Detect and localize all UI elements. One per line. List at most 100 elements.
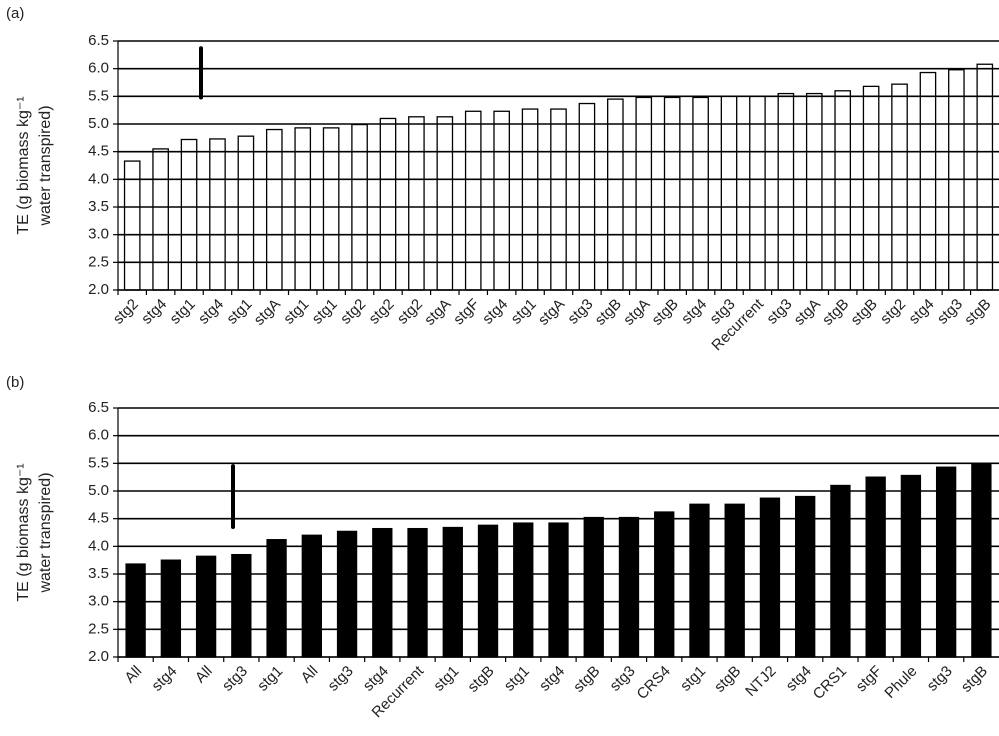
x-tick-label: Phule — [881, 663, 920, 702]
bar — [464, 110, 482, 291]
y-tick-label: 5.0 — [88, 482, 109, 499]
bar — [408, 116, 425, 291]
y-axis-label: TE (g biomass kg⁻¹ — [15, 96, 32, 234]
bar — [663, 96, 681, 291]
x-tick-label: stg4 — [678, 296, 710, 328]
bar — [301, 534, 322, 658]
x-tick-label: All — [121, 663, 145, 687]
y-tick-label: 3.5 — [88, 198, 109, 215]
y-tick-label: 6.5 — [88, 399, 109, 416]
bar — [830, 484, 851, 658]
bar — [493, 110, 510, 291]
bar — [266, 539, 287, 658]
x-tick-label: stgB — [592, 296, 625, 329]
x-tick-label: stgB — [711, 663, 744, 696]
x-tick-label: stg2 — [110, 296, 142, 328]
y-tick-label: 4.5 — [88, 510, 109, 527]
bar — [548, 522, 569, 658]
bar — [209, 138, 226, 291]
bar — [265, 128, 283, 291]
bar — [436, 116, 454, 291]
bar — [372, 527, 393, 658]
y-tick-label: 5.0 — [88, 115, 109, 132]
x-tick-label: All — [298, 663, 322, 687]
bar — [513, 522, 534, 658]
x-tick-label: stgA — [620, 296, 653, 329]
x-tick-label: stgB — [464, 663, 497, 696]
x-tick-label: stgB — [848, 296, 881, 329]
bar — [777, 92, 795, 291]
x-tick-label: stgB — [570, 663, 603, 696]
x-tick-label: stg1 — [309, 296, 341, 328]
y-axis-label: water transpired) — [37, 472, 54, 593]
x-tick-label: stg2 — [877, 296, 909, 328]
bar — [759, 497, 781, 658]
x-tick-label: stgF — [853, 663, 886, 696]
bar — [407, 527, 428, 658]
x-tick-label: stg3 — [564, 296, 596, 328]
y-tick-label: 6.0 — [88, 60, 109, 77]
x-tick-label: stg4 — [148, 663, 180, 695]
x-tick-label: stg1 — [501, 663, 533, 695]
bar — [231, 553, 252, 658]
bar — [180, 138, 198, 291]
y-tick-label: 2.5 — [88, 253, 109, 270]
bar — [689, 503, 710, 658]
x-tick-label: NTJ2 — [742, 663, 779, 700]
x-tick-label: stg1 — [430, 663, 462, 695]
bar — [971, 462, 992, 658]
x-tick-label: stg2 — [394, 296, 426, 328]
bar — [935, 466, 957, 658]
y-axis-label: TE (g biomass kg⁻¹ — [15, 463, 32, 601]
bar — [336, 530, 358, 658]
y-tick-label: 6.5 — [88, 32, 109, 49]
x-tick-label: stg3 — [325, 663, 357, 695]
bar — [379, 117, 397, 291]
y-tick-label: 3.0 — [88, 593, 109, 610]
bar — [125, 563, 146, 658]
x-tick-label: stg3 — [934, 296, 966, 328]
bar — [891, 83, 908, 291]
x-tick-label: stgA — [791, 296, 824, 329]
x-tick-label: stg1 — [223, 296, 255, 328]
bar — [123, 160, 141, 291]
bar — [152, 148, 169, 291]
bar — [720, 95, 738, 291]
bar — [477, 524, 499, 658]
y-tick-label: 4.0 — [88, 170, 109, 187]
x-tick-label: stgA — [421, 296, 454, 329]
bar — [976, 63, 994, 291]
x-tick-label: stg4 — [138, 296, 170, 328]
bar — [862, 85, 880, 291]
x-tick-label: stg1 — [254, 663, 286, 695]
bar — [618, 516, 640, 658]
x-tick-label: stg4 — [536, 663, 568, 695]
bar — [834, 90, 852, 291]
x-tick-label: stg2 — [366, 296, 398, 328]
y-tick-label: 3.5 — [88, 565, 109, 582]
x-tick-label: stg3 — [219, 663, 251, 695]
x-tick-label: stgF — [450, 296, 483, 329]
x-tick-label: stg3 — [763, 296, 795, 328]
x-tick-label: stg4 — [479, 296, 511, 328]
x-tick-label: stg1 — [167, 296, 199, 328]
x-tick-label: stg2 — [337, 296, 369, 328]
x-tick-label: stgA — [535, 296, 568, 329]
x-tick-label: stg3 — [924, 663, 956, 695]
bar — [749, 95, 766, 291]
y-tick-label: 2.5 — [88, 620, 109, 637]
bar — [692, 96, 709, 291]
y-tick-label: 4.0 — [88, 537, 109, 554]
bar — [583, 516, 604, 658]
x-tick-label: stgB — [649, 296, 682, 329]
bar — [724, 503, 745, 658]
bar — [607, 98, 624, 291]
y-tick-label: 5.5 — [88, 454, 109, 471]
y-tick-label: 3.0 — [88, 226, 109, 243]
bar — [237, 135, 255, 291]
y-tick-label: 5.5 — [88, 87, 109, 104]
x-tick-label: stgB — [961, 296, 994, 329]
bar — [795, 495, 816, 658]
x-tick-label: CRS1 — [810, 663, 850, 703]
bar — [654, 511, 675, 658]
